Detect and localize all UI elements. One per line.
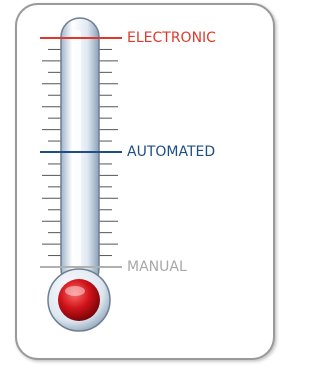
level-label: MANUAL [127, 259, 187, 275]
page: ELECTRONIC AUTOMATED MANUAL (() => { con… [0, 0, 279, 366]
thermometer-diagram: ELECTRONIC AUTOMATED MANUAL [0, 0, 279, 366]
level-label: ELECTRONIC [127, 30, 216, 46]
tube-highlight [73, 30, 81, 280]
thermometer-bulb [58, 279, 100, 321]
bulb-highlight [65, 286, 85, 296]
level-label: AUTOMATED [127, 144, 215, 160]
